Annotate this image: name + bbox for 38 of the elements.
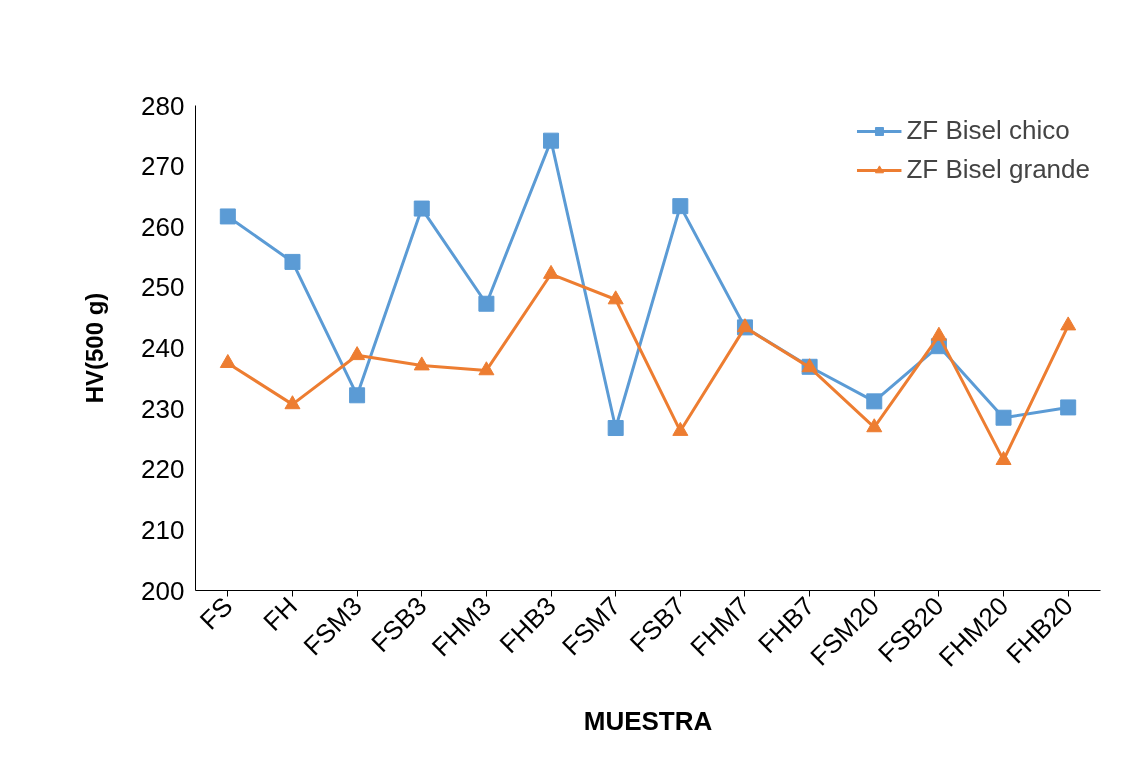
point [1060, 316, 1077, 331]
point [672, 421, 689, 436]
point [284, 395, 301, 410]
point [930, 326, 947, 341]
y-tick-label: 260 [141, 211, 185, 242]
point [284, 253, 301, 270]
point [607, 290, 624, 305]
point [866, 393, 883, 410]
point [607, 420, 624, 437]
y-tick-label: 230 [141, 393, 185, 424]
y-axis-title: HV(500 g) [81, 292, 109, 404]
y-tick-label: 280 [141, 90, 185, 121]
point [1060, 399, 1077, 416]
y-tick-label: 250 [141, 272, 185, 303]
point [995, 409, 1012, 426]
point [543, 132, 560, 149]
point [219, 354, 236, 368]
x-axis-title: MUESTRA [583, 705, 713, 736]
y-tick-label: 270 [141, 151, 185, 182]
legend-label: ZF Bisel chico [906, 115, 1070, 146]
point [413, 200, 430, 217]
x-tick-label: FH [257, 590, 304, 637]
y-tick-label: 210 [141, 514, 185, 545]
point [478, 295, 495, 312]
legend-label: ZF Bisel grande [906, 154, 1090, 185]
point [672, 198, 689, 215]
y-tick-label: 220 [141, 454, 185, 485]
y-tick-label: 200 [141, 575, 185, 606]
point [995, 451, 1012, 465]
point [413, 356, 430, 371]
point [543, 264, 560, 279]
point [349, 346, 366, 361]
y-tick-label: 240 [141, 333, 185, 363]
point [219, 208, 236, 225]
point [349, 387, 366, 404]
point [478, 361, 495, 376]
point [866, 418, 883, 433]
x-tick-label: FS [193, 590, 239, 636]
